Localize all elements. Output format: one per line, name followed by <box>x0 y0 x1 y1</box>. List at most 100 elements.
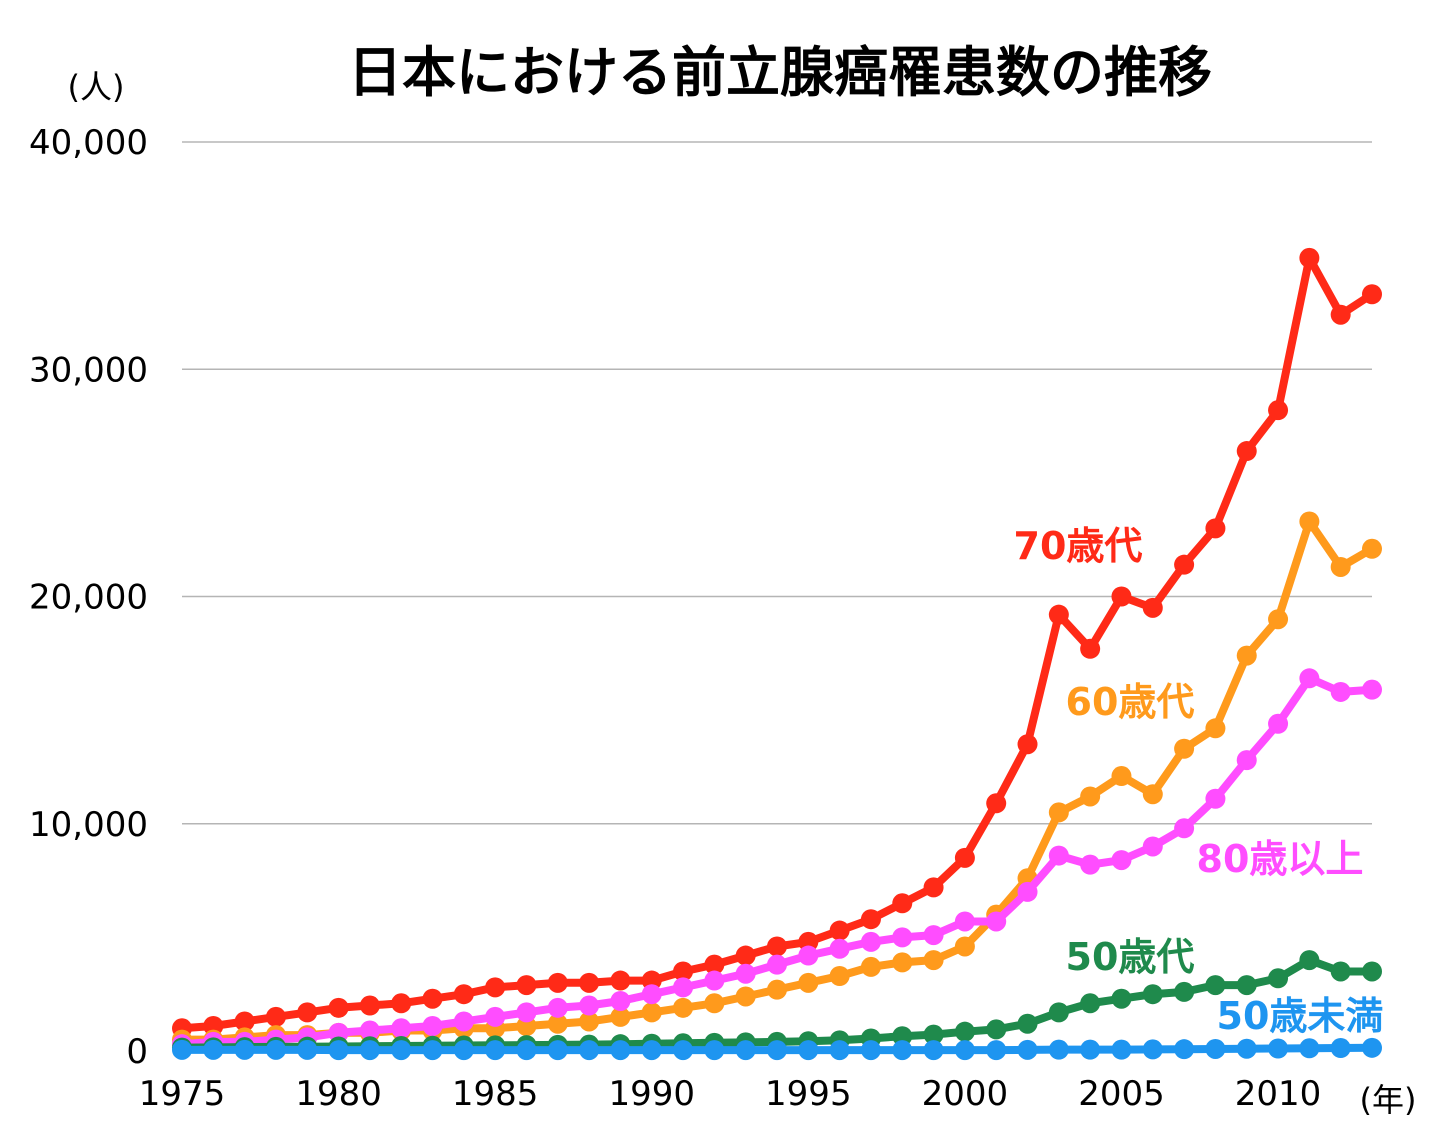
data-point <box>328 997 349 1018</box>
data-point <box>673 1040 694 1061</box>
data-point <box>923 877 944 898</box>
data-point <box>892 893 913 914</box>
data-point <box>1362 1037 1382 1058</box>
data-point <box>1236 975 1257 996</box>
data-point <box>1048 845 1069 866</box>
data-point <box>1268 713 1289 734</box>
data-point <box>673 961 694 982</box>
data-point <box>892 952 913 973</box>
data-point <box>1362 679 1382 700</box>
data-point <box>610 970 631 991</box>
data-point <box>297 1002 318 1023</box>
data-point <box>1111 988 1132 1009</box>
y-tick-label: 10,000 <box>29 805 148 845</box>
data-point <box>767 954 787 975</box>
data-point <box>1268 400 1289 421</box>
data-point <box>1330 556 1351 577</box>
data-point <box>610 1006 631 1027</box>
data-point <box>1111 766 1132 787</box>
data-point <box>1048 802 1069 823</box>
series-label: 50歳未満 <box>1217 994 1384 1038</box>
data-point <box>203 1039 224 1060</box>
data-point <box>1080 993 1101 1014</box>
data-point <box>359 1020 380 1041</box>
y-tick-label: 0 <box>126 1032 148 1072</box>
data-point <box>391 1040 412 1061</box>
data-point <box>1330 681 1351 702</box>
series-line <box>178 253 1376 1033</box>
data-point <box>829 938 850 959</box>
data-point <box>1080 638 1101 659</box>
data-point <box>829 966 850 987</box>
data-point <box>1268 1038 1289 1059</box>
data-point <box>485 1006 506 1027</box>
data-point <box>1048 1002 1069 1023</box>
data-point <box>1048 1039 1069 1060</box>
series-70歳代 <box>172 247 1382 1039</box>
data-point <box>860 909 881 930</box>
data-point <box>1111 1039 1132 1060</box>
data-point <box>1142 836 1163 857</box>
data-point <box>1205 718 1226 739</box>
data-point <box>1205 788 1226 809</box>
x-tick-label: 1980 <box>295 1074 382 1114</box>
data-point <box>1048 604 1069 625</box>
data-point <box>328 1040 349 1061</box>
series-label: 60歳代 <box>1066 680 1195 724</box>
data-point <box>516 1002 537 1023</box>
data-point <box>1299 668 1320 689</box>
data-point <box>422 988 443 1009</box>
data-point <box>234 1039 255 1060</box>
data-point <box>453 1040 474 1061</box>
data-point <box>1362 961 1382 982</box>
data-point <box>1362 284 1382 305</box>
data-point <box>610 991 631 1012</box>
data-point <box>485 977 506 998</box>
data-point <box>391 1018 412 1039</box>
data-point <box>1205 975 1226 996</box>
x-tick-label: 1995 <box>765 1074 852 1114</box>
data-point <box>453 1011 474 1032</box>
data-point <box>1236 645 1257 666</box>
data-point <box>1174 1039 1195 1060</box>
data-point <box>1174 981 1195 1002</box>
series-50歳未満 <box>172 1037 1382 1061</box>
data-point <box>579 1040 600 1061</box>
data-point <box>1174 818 1195 839</box>
data-point <box>485 1040 506 1061</box>
data-point <box>704 954 725 975</box>
data-point <box>579 995 600 1016</box>
data-point <box>610 1040 631 1061</box>
series-labels: 70歳代 60歳代 80歳以上 50歳代 50歳未満 <box>1014 524 1384 1038</box>
data-point <box>516 975 537 996</box>
data-point <box>547 972 568 993</box>
data-point <box>829 920 850 941</box>
data-point <box>829 1040 850 1061</box>
gridlines <box>182 141 1372 825</box>
data-point <box>954 1040 975 1061</box>
data-point <box>1268 968 1289 989</box>
data-point <box>704 970 725 991</box>
x-tick-label: 2000 <box>922 1074 1009 1114</box>
data-point <box>892 1040 913 1061</box>
data-point <box>1299 1038 1320 1059</box>
data-point <box>1299 950 1320 971</box>
data-point <box>798 1040 819 1061</box>
data-point <box>892 1026 913 1047</box>
data-point <box>547 1040 568 1061</box>
data-point <box>673 977 694 998</box>
data-point <box>641 984 662 1005</box>
data-point <box>1236 441 1257 462</box>
data-point <box>1080 1039 1101 1060</box>
y-tick-label: 30,000 <box>29 350 148 390</box>
y-tick-labels: 0 10,000 20,000 30,000 40,000 <box>29 123 148 1072</box>
data-point <box>172 1039 192 1060</box>
data-point <box>1142 984 1163 1005</box>
data-point <box>767 936 787 957</box>
data-point <box>1362 538 1382 559</box>
data-point <box>1268 609 1289 630</box>
data-point <box>767 1040 787 1061</box>
data-point <box>297 1039 318 1060</box>
data-point <box>641 1002 662 1023</box>
